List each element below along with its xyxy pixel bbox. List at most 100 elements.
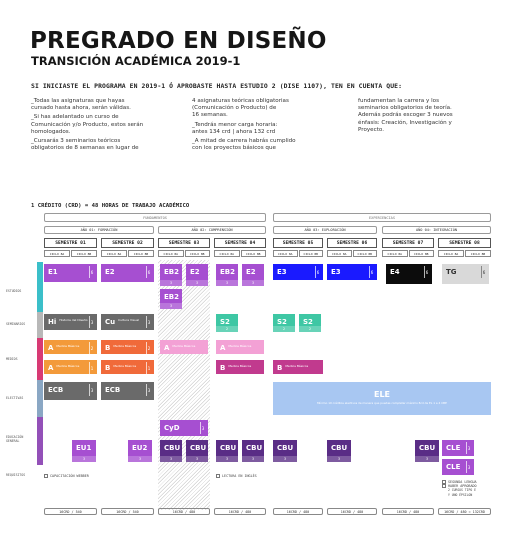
course-label: E3 — [331, 268, 341, 276]
course-cu[interactable]: Cu Cultura Visual 3 — [101, 314, 154, 330]
course-e3[interactable]: E3 6 — [327, 264, 377, 280]
course-e2[interactable]: E2 6 — [101, 264, 154, 282]
course-label: E3 — [277, 268, 287, 276]
requirement-capacitacion[interactable]: CAPACITACIÓN WEBBER — [44, 474, 89, 478]
course-label: S2 — [220, 318, 230, 326]
course-label: A — [220, 344, 226, 352]
semester-8-header: SEMESTRE 08 — [438, 238, 491, 248]
course-note: Mínimo 10 créditos electivos de manera q… — [317, 401, 447, 405]
intro-text: SI INICIASTE EL PROGRAMA EN 2019-1 Ó APR… — [31, 82, 403, 90]
info-column-3: fundamentan la carrera y los seminarios … — [358, 98, 493, 134]
semester-5-header: SEMESTRE 05 — [273, 238, 323, 248]
course-credits: 2 — [146, 342, 151, 354]
course-a[interactable]: A Medios Básicos — [160, 340, 208, 354]
course-a[interactable]: A Medios Básicos 1 — [44, 360, 97, 374]
course-e2[interactable]: E2 3 — [186, 264, 208, 286]
course-ele[interactable]: ELE Mínimo 10 créditos electivos de mane… — [273, 382, 491, 415]
info-line: _Si has adelantado un curso de — [31, 114, 119, 121]
course-eu2[interactable]: EU2 3 — [128, 440, 152, 462]
row-stripe-estudios — [37, 262, 43, 312]
ciclo-b: CICLO 8B — [352, 250, 377, 257]
course-credits: 6 — [315, 266, 320, 278]
course-credits: 6 — [424, 266, 429, 278]
semester-credits-8: 16CRD / 480 = 132CRD — [438, 508, 491, 515]
course-credits: 3 — [466, 442, 471, 454]
info-column-1: _Todas las asignaturas que hayas cursado… — [31, 98, 166, 152]
info-line: seminarios obligatorios de teoría. — [358, 105, 452, 112]
course-eb2[interactable]: EB2 3 — [160, 289, 182, 309]
course-label: EB2 — [220, 268, 235, 276]
credit-note: 1 CRÉDITO (CRD) = 48 HORAS DE TRABAJO AC… — [31, 203, 190, 209]
course-cbu[interactable]: CBU 3 — [242, 440, 264, 462]
checkbox-icon[interactable] — [216, 474, 220, 478]
info-line: fundamentan la carrera y los — [358, 98, 439, 104]
row-label-requisitos: REQUISITOS — [6, 473, 26, 477]
course-b[interactable]: B Medios Básicos — [273, 360, 323, 374]
course-cle[interactable]: CLE 3 — [442, 459, 474, 475]
ciclo-a: CICLO 8A — [44, 250, 70, 257]
course-eb2[interactable]: EB2 3 — [216, 264, 238, 286]
course-credits: 3 — [89, 384, 94, 396]
course-credits: 6 — [146, 266, 151, 278]
course-count: 3 — [242, 456, 264, 462]
course-label: ELE — [373, 390, 391, 399]
course-e3[interactable]: E3 6 — [273, 264, 323, 280]
course-credits: 6 — [89, 266, 94, 278]
course-label: ECB — [105, 386, 121, 394]
info-line: Comunicación y/o Producto, estos serán — [31, 121, 144, 128]
course-b[interactable]: B Medios Básicos 1 — [101, 360, 154, 374]
course-cbu[interactable]: CBU 3 — [415, 440, 439, 462]
requirement-row[interactable]: HABER APROBADO — [442, 484, 477, 489]
course-s2[interactable]: S2 2 — [216, 314, 238, 332]
course-label: A — [48, 364, 54, 372]
course-ecb[interactable]: ECB 3 — [44, 382, 97, 400]
row-label-electivas: ELECTIVAS — [6, 396, 24, 400]
ciclo-a: CICLO 8A — [158, 250, 184, 257]
ciclo-row: CICLO 8A CICLO 8B — [327, 250, 377, 257]
course-eu1[interactable]: EU1 3 — [72, 440, 96, 462]
info-line: Además podrás escoger 3 nuevos — [358, 112, 453, 119]
ciclo-row: CICLO 8A CICLO 8B — [44, 250, 97, 257]
course-count: 3 — [242, 280, 264, 286]
ciclo-a: CICLO 8A — [438, 250, 464, 257]
course-label: TG — [446, 268, 457, 276]
course-b[interactable]: B Medios Básicos 2 — [101, 340, 154, 354]
course-eb2[interactable]: EB2 3 — [160, 264, 182, 286]
course-cbu[interactable]: CBU 3 — [186, 440, 208, 462]
course-e4[interactable]: E4 6 — [386, 264, 432, 284]
course-label: CBU — [164, 444, 181, 452]
ciclo-row: CICLO 8A CICLO 8B — [158, 250, 210, 257]
course-cle[interactable]: CLE 3 — [442, 440, 474, 456]
info-line: (Comunicación o Producto) de — [192, 105, 277, 112]
requirement-label: SEGUNDA LENGUA — [448, 480, 477, 484]
course-tg[interactable]: TG 6 — [442, 264, 489, 284]
info-line: 4 asignaturas teóricas obligatorias — [192, 98, 289, 104]
course-cbu[interactable]: CBU 3 — [160, 440, 182, 462]
ciclo-a: CICLO 8A — [214, 250, 240, 257]
course-b[interactable]: B Medios Básicos — [216, 360, 264, 374]
course-s2[interactable]: S2 2 — [299, 314, 321, 332]
course-cbu[interactable]: CBU 3 — [327, 440, 351, 462]
requirement-row[interactable]: SEGUNDA LENGUA — [442, 480, 477, 485]
course-a[interactable]: A Medios Básicos — [216, 340, 264, 354]
course-sub: Medios Básicos — [228, 344, 252, 348]
course-e1[interactable]: E1 6 — [44, 264, 97, 282]
checkbox-icon[interactable] — [44, 474, 48, 478]
course-label: S2 — [303, 318, 313, 326]
course-s2[interactable]: S2 2 — [273, 314, 295, 332]
course-cbu[interactable]: CBU 3 — [216, 440, 238, 462]
course-e2[interactable]: E2 3 — [242, 264, 264, 286]
checkbox-icon[interactable] — [442, 480, 446, 485]
checkbox-icon[interactable] — [442, 484, 446, 489]
course-count: 2 — [216, 326, 238, 332]
ciclo-b: CICLO 8B — [240, 250, 266, 257]
course-count: 3 — [273, 456, 297, 462]
course-cbu[interactable]: CBU 3 — [273, 440, 297, 462]
course-hi[interactable]: Hi Historia del Diseño 3 — [44, 314, 97, 330]
course-ecb[interactable]: ECB 3 — [101, 382, 154, 400]
course-a[interactable]: A Medios Básicos 2 — [44, 340, 97, 354]
info-line: _Cursarás 3 seminarios teóricos — [31, 138, 121, 145]
course-cyd[interactable]: CyD 3 — [160, 420, 208, 436]
course-count: 3 — [216, 280, 238, 286]
requirement-lectura[interactable]: LECTURA EN INGLÉS — [216, 474, 257, 478]
